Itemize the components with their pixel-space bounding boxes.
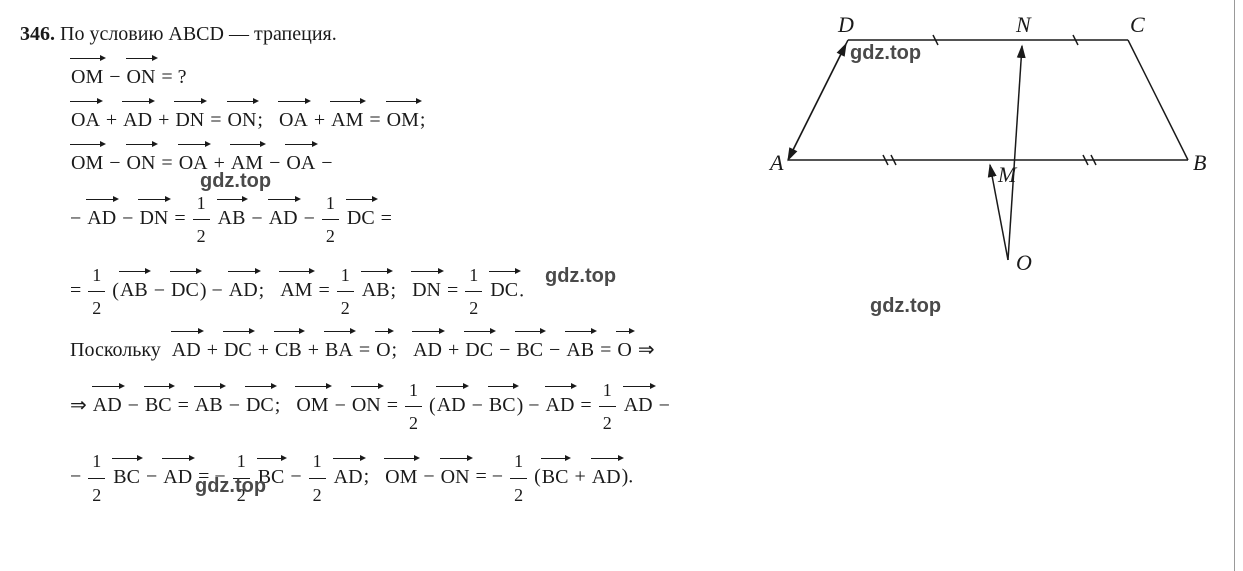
vec: ON	[351, 386, 382, 423]
vec: AD	[268, 199, 299, 236]
text: Поскольку	[70, 339, 161, 361]
line-6: Поскольку AD + DC + CB + BA = O; AD + DC…	[70, 331, 1220, 368]
label-C: C	[1130, 12, 1145, 37]
vec: OM	[70, 144, 104, 181]
line-8: − 12 BC − AD = − 12 BC − 12 AD; OM − ON …	[70, 445, 1220, 511]
vec: AD	[171, 331, 202, 368]
line-1: OM − ON = ?	[70, 58, 750, 95]
vec: ON	[126, 144, 157, 181]
vec: AD	[591, 458, 622, 495]
label-A: A	[768, 150, 784, 175]
vec: CB	[274, 331, 303, 368]
vec: DC	[245, 386, 275, 423]
vec: ON	[227, 101, 258, 138]
vec: AD	[92, 386, 123, 423]
vec: AB	[565, 331, 595, 368]
vec: ON	[126, 58, 157, 95]
problem-statement: 346. По условию ABCD — трапеция.	[20, 16, 750, 52]
vec: BC	[541, 458, 570, 495]
line-3: OM − ON = OA + AM − OA −	[70, 144, 750, 181]
vec: OA	[178, 144, 209, 181]
vec: AD	[412, 331, 443, 368]
vec: BC	[515, 331, 544, 368]
line-4: − AD − DN = 12 AB − AD − 12 DC =	[70, 187, 750, 253]
vec: DN	[174, 101, 205, 138]
vec: AM	[330, 101, 364, 138]
vec: OM	[295, 386, 329, 423]
vec: AD	[122, 101, 153, 138]
vec: AD	[436, 386, 467, 423]
vec: AD	[228, 271, 259, 308]
vec: AM	[230, 144, 264, 181]
statement-text: По условию ABCD — трапеция.	[60, 23, 337, 45]
vec: BC	[488, 386, 517, 423]
vec: AD	[545, 386, 576, 423]
vec: DC	[223, 331, 253, 368]
line-2: OA + AD + DN = ON; OA + AM = OM;	[70, 101, 750, 138]
line-7: ⇒ AD − BC = AB − DC; OM − ON = 12 (AD − …	[70, 374, 1220, 440]
vec: DC	[170, 271, 200, 308]
vec: OM	[386, 101, 420, 138]
vec: AD	[333, 458, 364, 495]
vec: O	[375, 331, 391, 368]
vec: DN	[138, 199, 169, 236]
vec: ON	[440, 458, 471, 495]
watermark: gdz.top	[870, 295, 941, 318]
vec: AB	[119, 271, 149, 308]
vec: OM	[70, 58, 104, 95]
label-B: B	[1193, 150, 1206, 175]
vec: DC	[464, 331, 494, 368]
label-N: N	[1015, 12, 1032, 37]
vec: DC	[489, 271, 519, 308]
vec: OA	[278, 101, 309, 138]
vec: AM	[279, 271, 313, 308]
vec: OA	[70, 101, 101, 138]
math-solution: 346. По условию ABCD — трапеция. OM − ON…	[20, 16, 750, 511]
vec: OA	[285, 144, 316, 181]
line-5: = 12 (AB − DC) − AD; AM = 12 AB; DN = 12…	[70, 259, 750, 325]
vec: AB	[194, 386, 224, 423]
vec: O	[616, 331, 632, 368]
text: = ?	[161, 66, 186, 88]
vec: AB	[217, 199, 247, 236]
vec: BA	[324, 331, 354, 368]
label-O: O	[1016, 250, 1032, 275]
vec: AD	[162, 458, 193, 495]
vec: OM	[384, 458, 418, 495]
vec: AD	[623, 386, 654, 423]
page-edge	[1234, 0, 1235, 571]
vec: DN	[411, 271, 442, 308]
vec: DC	[346, 199, 376, 236]
trapezoid-diagram: D N C A M B O	[758, 10, 1218, 280]
vec: AB	[361, 271, 391, 308]
problem-number: 346.	[20, 23, 55, 45]
label-M: M	[997, 162, 1018, 187]
vec: BC	[257, 458, 286, 495]
label-D: D	[837, 12, 854, 37]
vec: AD	[86, 199, 117, 236]
vec: BC	[112, 458, 141, 495]
vec: BC	[144, 386, 173, 423]
